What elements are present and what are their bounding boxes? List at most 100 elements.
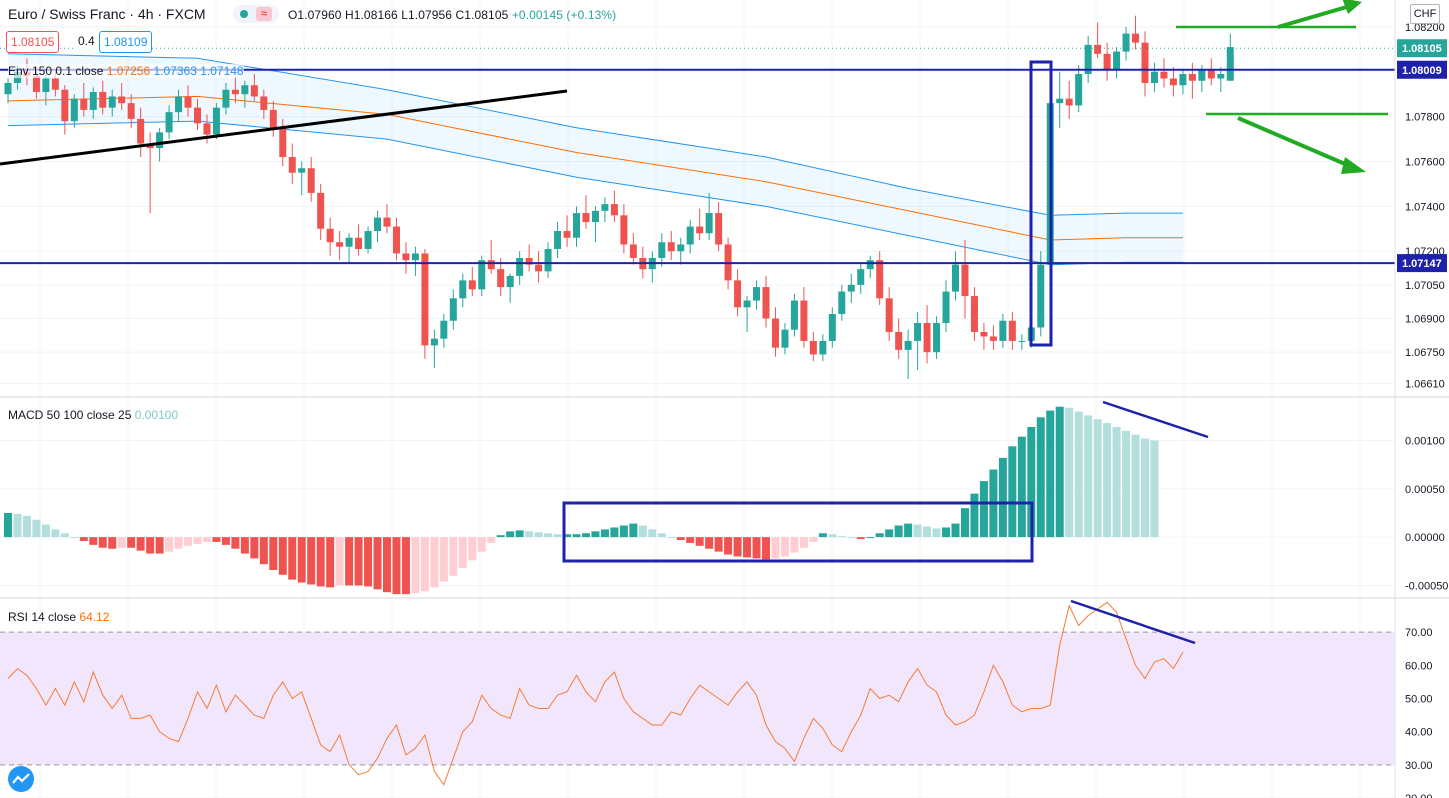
candle	[753, 280, 761, 310]
rsi-tick-label: 30.00	[1405, 760, 1433, 772]
candle-body	[715, 213, 723, 245]
rsi-tick-label: 50.00	[1405, 694, 1433, 706]
macd-divergence-line[interactable]	[1102, 400, 1209, 439]
macd-bar	[1131, 434, 1140, 538]
candle	[686, 219, 694, 254]
symbol-title[interactable]: Euro / Swiss Franc · 4h · FXCM	[8, 6, 206, 22]
sell-price-button[interactable]: 1.08105	[6, 31, 60, 53]
macd-bar	[733, 537, 742, 557]
candle	[459, 273, 467, 308]
candle	[582, 195, 590, 229]
macd-bar	[1055, 406, 1064, 538]
macd-bar	[847, 537, 856, 539]
candle-body	[819, 340, 827, 355]
candle	[1084, 35, 1092, 83]
candle	[127, 94, 135, 128]
candle-body	[374, 217, 382, 232]
change-value: +0.00145 (+0.13%)	[511, 8, 617, 22]
macd-consolidation-box[interactable]	[562, 501, 1034, 563]
rsi-legend[interactable]: RSI 14 close 64.12	[8, 610, 109, 624]
macd-bar	[998, 457, 1007, 538]
candle	[137, 107, 145, 158]
candle-body	[885, 298, 893, 332]
candle	[468, 266, 476, 297]
candle-body	[790, 300, 798, 330]
candle-body	[212, 107, 220, 135]
macd-bar	[297, 537, 306, 583]
candle-body	[866, 260, 874, 270]
candle-body	[828, 314, 836, 341]
envelope-lower-value: 1.07148	[200, 64, 244, 78]
candle-body	[288, 157, 296, 173]
macd-bar	[942, 527, 951, 538]
candle-body	[118, 96, 126, 104]
candle	[610, 190, 618, 223]
candle	[4, 78, 12, 104]
tradingview-logo-icon[interactable]	[8, 766, 34, 792]
market-status[interactable]: ≈	[233, 5, 279, 23]
candle-body	[753, 287, 761, 301]
macd-bar	[439, 537, 448, 582]
macd-bar	[960, 508, 969, 538]
macd-tick-label: -0.00050	[1405, 580, 1448, 592]
macd-bar	[1027, 426, 1036, 538]
current-price-label: 1.08105	[1397, 39, 1447, 58]
candle-body	[108, 96, 116, 108]
candle-body	[317, 192, 325, 229]
macd-legend[interactable]: MACD 50 100 close 25 0.00100	[8, 408, 178, 422]
macd-bar	[714, 537, 723, 552]
candle	[307, 157, 315, 202]
candle	[980, 322, 988, 350]
macd-bar	[1112, 426, 1121, 538]
candle-body	[478, 260, 486, 290]
envelope-legend[interactable]: Env 150 0.1 close 1.07256 1.07363 1.0714…	[8, 64, 244, 78]
macd-bar	[648, 529, 657, 538]
candle-body	[1113, 51, 1121, 70]
candle-body	[440, 320, 448, 339]
chart-drawings[interactable]	[0, 0, 1388, 645]
candle	[440, 314, 448, 348]
level-price-label: 1.08009	[1397, 60, 1447, 79]
candle	[506, 273, 514, 303]
candle	[989, 325, 997, 350]
rsi-divergence-line[interactable]	[1070, 599, 1196, 645]
macd-bar	[743, 537, 752, 558]
buy-price-button[interactable]: 1.08109	[99, 31, 153, 53]
candle-body	[535, 264, 543, 272]
candle	[828, 307, 836, 348]
macd-bar	[354, 537, 363, 586]
breakout-candle-box[interactable]	[1029, 60, 1053, 347]
candle	[535, 251, 543, 283]
high-value: H1.08166	[344, 8, 398, 22]
macd-bar	[364, 537, 373, 587]
macd-bar	[572, 534, 581, 538]
candle	[885, 287, 893, 341]
candle-body	[487, 260, 495, 270]
candle	[516, 251, 524, 285]
candle	[573, 206, 580, 247]
candle-body	[952, 264, 959, 292]
macd-bar	[420, 537, 429, 592]
currency-badge[interactable]: CHF	[1410, 4, 1440, 24]
trendline[interactable]	[0, 89, 568, 166]
candle-body	[989, 336, 997, 341]
candle-body	[904, 340, 912, 350]
candle-body	[999, 320, 1007, 341]
candle	[222, 82, 230, 115]
candle	[1094, 22, 1102, 59]
candle-body	[175, 96, 183, 113]
macd-bar	[1150, 440, 1159, 538]
candle	[250, 74, 258, 101]
candle	[108, 89, 116, 117]
candle-body	[383, 217, 391, 227]
rsi-tick-label: 40.00	[1405, 727, 1433, 739]
candle	[326, 217, 334, 256]
candle	[1207, 58, 1215, 86]
macd-bar	[250, 537, 259, 559]
macd-bar	[60, 533, 69, 538]
macd-bar	[383, 537, 391, 593]
candle	[800, 287, 808, 348]
candle-body	[392, 226, 400, 254]
